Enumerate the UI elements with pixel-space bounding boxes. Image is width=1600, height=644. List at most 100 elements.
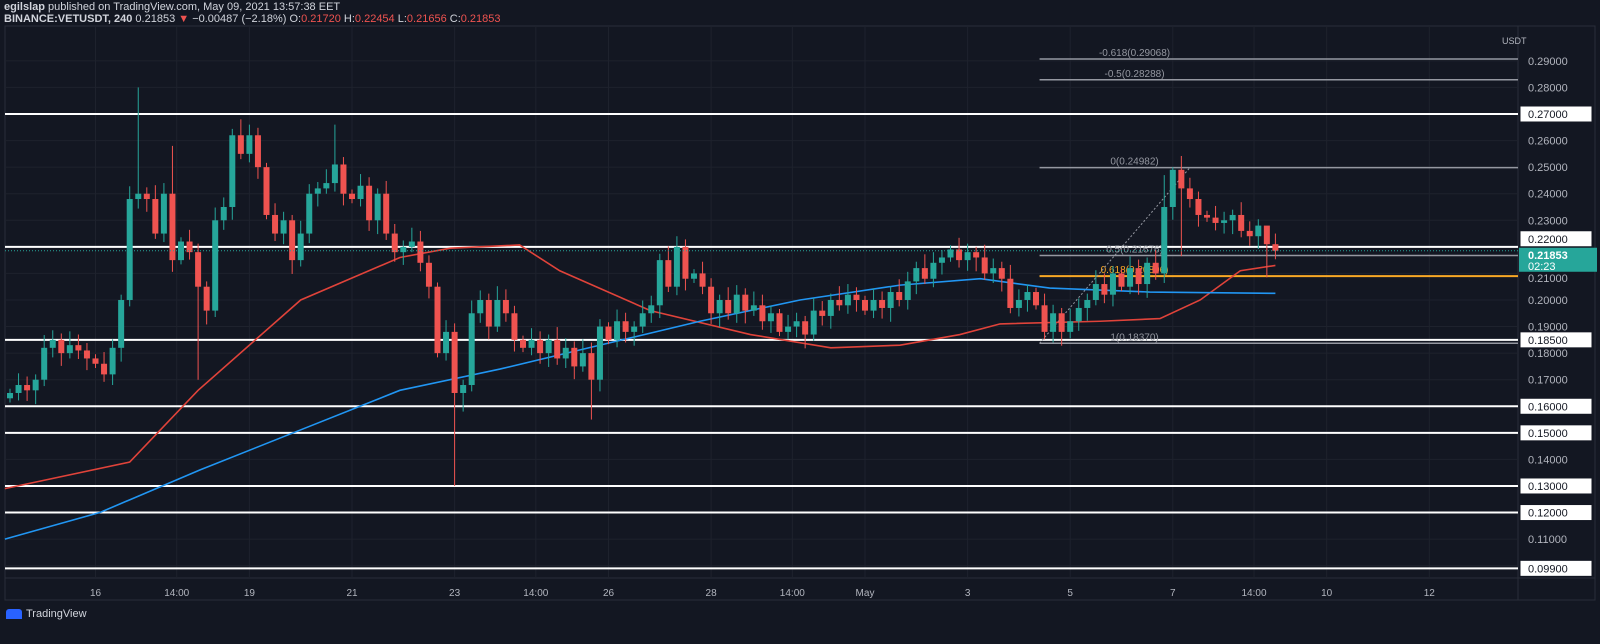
candle-down xyxy=(101,363,108,375)
currency-label: USDT xyxy=(1502,36,1527,46)
candle-down xyxy=(708,286,715,314)
x-tick-label: 23 xyxy=(449,588,461,599)
candle-down xyxy=(340,164,347,194)
y-tick-label: 0.29000 xyxy=(1528,56,1568,68)
candle-down xyxy=(554,339,561,359)
candle-down xyxy=(836,299,843,306)
candle-up xyxy=(1229,214,1236,221)
candle-down xyxy=(1204,214,1210,218)
candle-down xyxy=(1135,268,1142,285)
candle-up xyxy=(733,294,740,314)
level-price-label: 0.16000 xyxy=(1528,401,1568,413)
candle-down xyxy=(622,321,629,332)
y-tick-label: 0.24000 xyxy=(1528,189,1568,201)
candle-up xyxy=(49,339,56,348)
candle-down xyxy=(956,249,963,261)
x-tick-label: 10 xyxy=(1321,588,1333,599)
candle-down xyxy=(434,286,441,354)
candle-up xyxy=(562,347,569,359)
candle-up xyxy=(1161,206,1168,274)
candle-up xyxy=(938,257,945,263)
author[interactable]: egilslap xyxy=(4,1,45,13)
candle-down xyxy=(1007,278,1014,308)
candle-up xyxy=(913,268,920,282)
candle-down xyxy=(502,299,509,314)
candle-up xyxy=(750,305,757,311)
candle-up xyxy=(767,313,774,322)
candle-up xyxy=(1169,169,1176,207)
fib-level-label: 0.5(0.21676) xyxy=(1106,244,1163,255)
candle-up xyxy=(357,185,364,200)
candle-up xyxy=(135,193,142,200)
candle-up xyxy=(314,188,321,194)
x-tick-label: May xyxy=(856,588,875,599)
candle-down xyxy=(1186,188,1193,200)
candle-down xyxy=(203,286,210,311)
candle-down xyxy=(1033,292,1039,306)
y-tick-label: 0.26000 xyxy=(1528,136,1568,148)
candle-up xyxy=(1092,284,1099,300)
symbol: BINANCE:VETUSDT, 240 xyxy=(4,13,133,25)
level-price-label: 0.15000 xyxy=(1528,428,1568,440)
candle-up xyxy=(1024,292,1031,300)
x-tick-label: 14:00 xyxy=(523,588,548,599)
candle-up xyxy=(374,193,381,221)
candle-down xyxy=(665,260,672,287)
open-label: O: xyxy=(289,13,302,25)
candle-up xyxy=(246,135,253,154)
candle-down xyxy=(1238,214,1245,231)
candle-up xyxy=(1109,273,1116,295)
candle-up xyxy=(32,379,39,391)
level-price-box xyxy=(1519,559,1593,577)
candle-down xyxy=(349,193,355,200)
y-tick-label: 0.14000 xyxy=(1528,454,1568,466)
open-value: 0.21720 xyxy=(301,13,341,25)
low-value: 0.21656 xyxy=(406,13,447,25)
candle-up xyxy=(844,294,851,306)
down-arrow-icon: ▼ xyxy=(178,13,190,25)
candle-up xyxy=(579,353,586,367)
candle-up xyxy=(494,299,501,327)
candle-down xyxy=(485,299,492,327)
candle-up xyxy=(1050,313,1057,332)
candle-down xyxy=(921,268,928,279)
y-tick-label: 0.19000 xyxy=(1528,322,1568,334)
bar-countdown-label: 02:23 xyxy=(1528,261,1556,273)
candle-down xyxy=(391,233,398,253)
candle-up xyxy=(178,241,184,261)
candle-down xyxy=(366,185,373,221)
candle-down xyxy=(973,252,980,258)
candle-down xyxy=(819,310,826,316)
candle-up xyxy=(545,339,552,354)
y-tick-label: 0.18000 xyxy=(1528,348,1568,360)
candle-up xyxy=(639,313,646,327)
candle-up xyxy=(990,268,997,274)
x-tick-label: 14:00 xyxy=(164,588,189,599)
published-info: published on TradingView.com, May 09, 20… xyxy=(48,1,341,13)
candle-up xyxy=(1015,299,1022,308)
y-tick-label: 0.20000 xyxy=(1528,295,1568,307)
candle-up xyxy=(460,385,467,393)
candle-down xyxy=(537,339,544,354)
candle-up xyxy=(15,385,22,393)
y-tick-label: 0.11000 xyxy=(1528,534,1567,546)
candle-up xyxy=(1255,225,1262,237)
last-price-label: 0.21853 xyxy=(1528,250,1568,262)
candle-up xyxy=(66,345,73,354)
brand-name[interactable]: TradingView xyxy=(26,608,87,620)
level-price-box xyxy=(1519,105,1593,123)
candle-up xyxy=(7,392,13,399)
x-tick-label: 26 xyxy=(603,588,615,599)
close-value: 0.21853 xyxy=(460,13,501,25)
candle-down xyxy=(272,214,279,234)
candle-down xyxy=(254,135,261,168)
x-tick-label: 19 xyxy=(244,588,256,599)
candle-down xyxy=(1101,284,1108,295)
close-label: C: xyxy=(449,13,461,25)
candle-down xyxy=(24,385,31,391)
y-tick-label: 0.21000 xyxy=(1528,273,1568,285)
candle-up xyxy=(118,299,125,348)
fib-level-label: -0.618(0.29068) xyxy=(1099,48,1170,59)
candle-down xyxy=(1152,262,1159,274)
